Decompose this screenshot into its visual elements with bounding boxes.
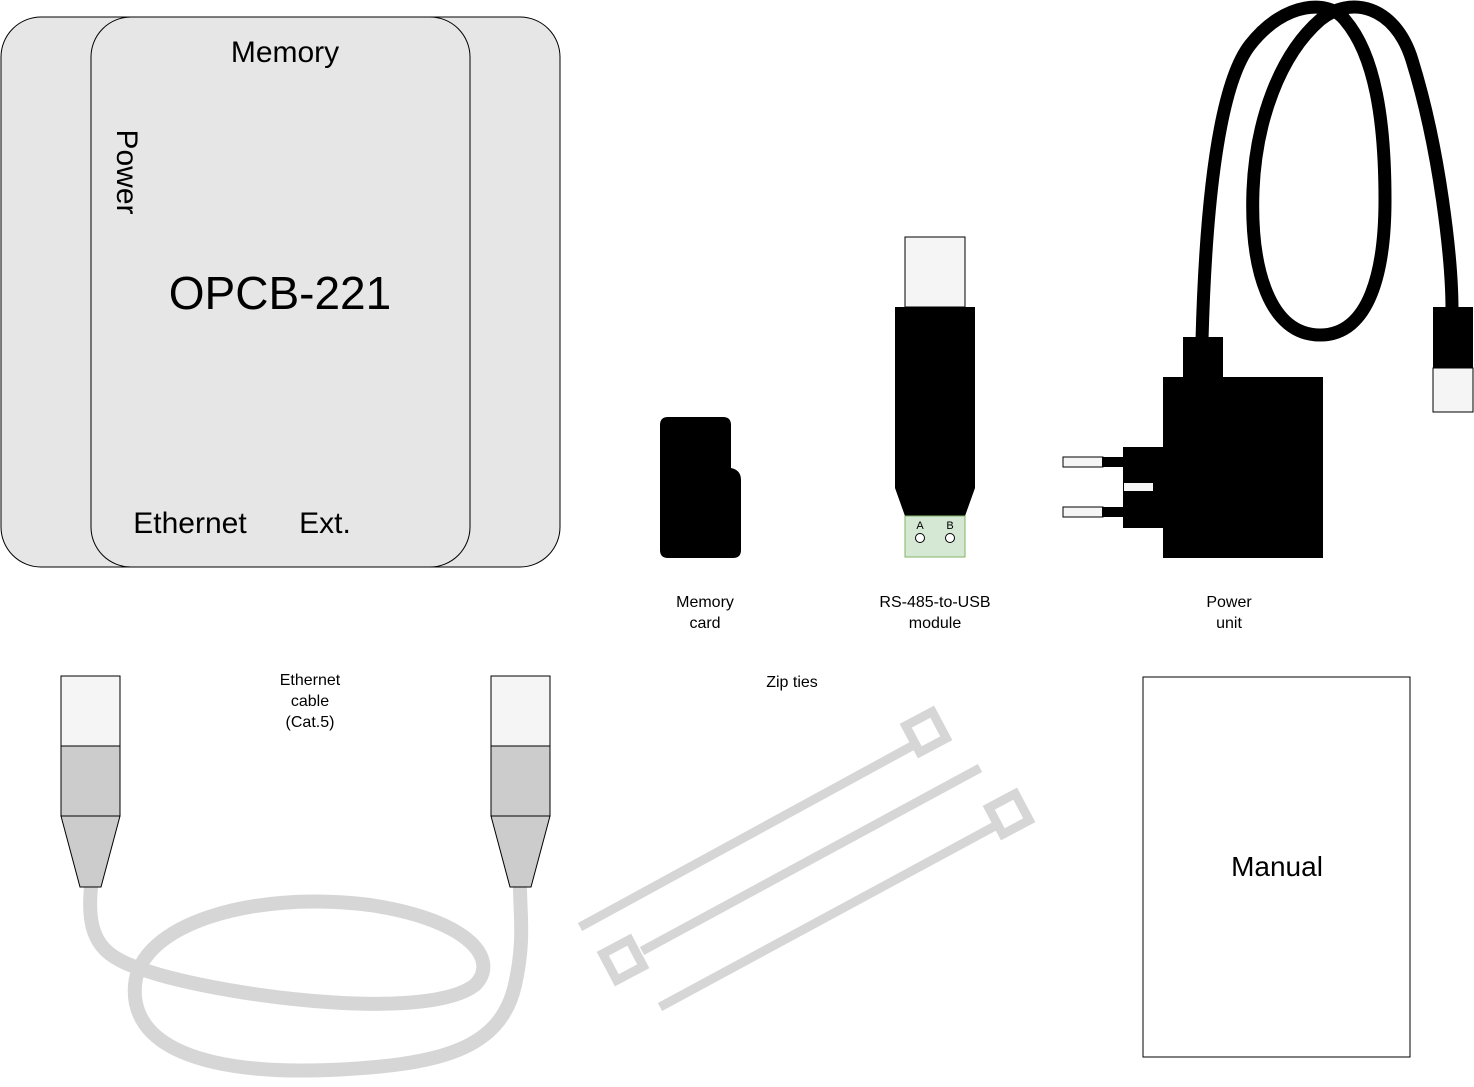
power-cable-strain-relief <box>1183 337 1223 379</box>
rj45-left-body <box>60 745 121 817</box>
ethernet-cable: Ethernet cable (Cat.5) <box>60 672 551 1078</box>
zip-tie-1-strap <box>577 742 915 931</box>
power-unit-label-line2: unit <box>1216 615 1242 632</box>
device-model-label: OPCB-221 <box>169 267 391 319</box>
plug-pin-bottom <box>1062 506 1104 518</box>
rj45-right-body <box>490 745 551 817</box>
ethernet-cable-label-line1: Ethernet <box>280 672 341 689</box>
ethernet-cable-label-line3: (Cat.5) <box>286 714 335 731</box>
zip-tie-3-strap <box>657 822 998 1011</box>
rj45-right-boot <box>490 815 551 888</box>
rs485-usb-module: A B RS-485-to-USB module <box>879 236 991 632</box>
usb-c-connector-tip <box>1432 367 1474 413</box>
manual: Manual <box>1142 676 1411 1058</box>
zip-tie-3-head <box>982 787 1036 841</box>
module-body <box>895 307 975 516</box>
device-front-panel <box>90 16 471 568</box>
pin-a-label: A <box>916 520 924 532</box>
manual-booklet <box>1142 676 1411 1058</box>
memory-card: Memory card <box>660 417 741 632</box>
memory-card-label-line2: card <box>689 615 720 632</box>
usb-c-connector-body <box>1433 307 1473 369</box>
ext-port-label: Ext. <box>299 507 351 540</box>
ethernet-port-label: Ethernet <box>133 507 247 540</box>
plug-pin-top-collar <box>1102 457 1124 467</box>
power-unit: Power unit <box>1062 0 1474 632</box>
ethernet-cable-wire <box>83 880 529 1078</box>
ethernet-cable-label-line2: cable <box>291 693 329 710</box>
power-cable <box>1195 0 1459 347</box>
power-unit-label-line1: Power <box>1206 594 1252 611</box>
memory-card-label-line1: Memory <box>676 594 734 611</box>
zip-tie-1-head <box>899 705 953 759</box>
memory-card-shape <box>660 417 741 558</box>
terminal-block <box>904 515 966 558</box>
zip-ties: Zip ties <box>577 674 1036 1011</box>
power-port-label: Power <box>110 129 143 214</box>
manual-label: Manual <box>1231 851 1323 882</box>
plug-pin-bottom-collar <box>1102 507 1124 517</box>
rs485-label-line2: module <box>909 615 962 632</box>
pin-b-screw <box>945 533 955 543</box>
usb-plug <box>904 236 966 308</box>
plug-pin-top <box>1062 456 1104 468</box>
rj45-left-boot <box>60 815 121 888</box>
zip-tie-2-head <box>596 933 650 987</box>
rj45-left-tip <box>60 675 121 747</box>
plug-detail <box>1124 483 1153 491</box>
zip-tie-2-strap <box>639 764 983 955</box>
rs485-label-line1: RS-485-to-USB <box>879 594 990 611</box>
power-adapter-body <box>1163 377 1323 558</box>
pin-a-screw <box>915 533 925 543</box>
pin-b-label: B <box>946 520 953 532</box>
memory-port-label: Memory <box>231 36 339 69</box>
zip-ties-label: Zip ties <box>766 674 818 691</box>
opcb-device: Memory Power OPCB-221 Ethernet Ext. <box>0 16 561 568</box>
rj45-right-tip <box>490 675 551 747</box>
